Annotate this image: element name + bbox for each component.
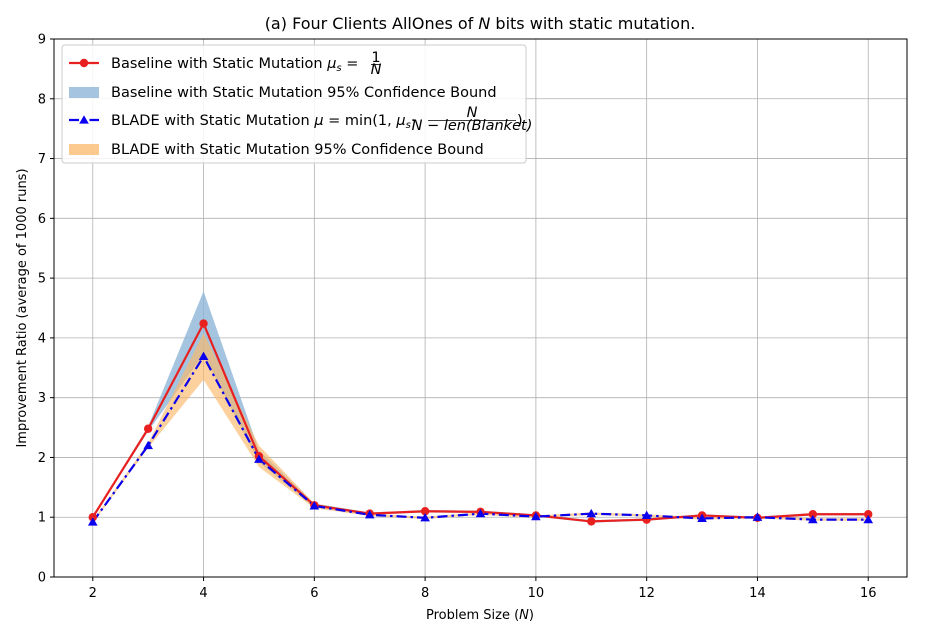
- confidence-bands: [92, 291, 869, 524]
- legend: Baseline with Static Mutation μs = 1NBas…: [61, 44, 533, 164]
- title-suffix: bits with static mutation.: [490, 14, 695, 33]
- x-tick-label: 8: [421, 586, 429, 601]
- y-tick-label: 0: [38, 571, 46, 586]
- confidence-band-2: [92, 333, 869, 524]
- legend-handle-band-2: [69, 144, 99, 155]
- legend-label-series-2: BLADE with Static Mutation μ = min(1, μs…: [111, 113, 415, 131]
- title-prefix: (a) Four Clients AllOnes of: [265, 14, 479, 33]
- title-variable: N: [478, 14, 490, 33]
- data-point-series-1: [199, 319, 208, 328]
- legend-box: [61, 44, 527, 164]
- legend-fraction-blade: NN − len(Blanket): [412, 105, 533, 134]
- y-tick-label: 6: [38, 212, 46, 227]
- x-tick-label: 12: [638, 586, 655, 601]
- x-tick-label: 2: [89, 586, 97, 601]
- legend-marker-series-1: [79, 58, 89, 68]
- x-tick-label: 4: [199, 586, 207, 601]
- plot-border: [53, 38, 908, 578]
- fraction-numerator: N: [467, 105, 478, 121]
- y-tick-label: 7: [38, 152, 46, 167]
- data-point-series-2: [863, 514, 874, 524]
- y-tick-label: 9: [38, 33, 46, 48]
- x-axis-ticks: 2 4 6 8 10 12 14 16: [89, 577, 877, 601]
- y-tick-label: 8: [38, 92, 46, 107]
- data-point-series-2: [586, 508, 597, 518]
- data-point-series-2: [475, 508, 486, 518]
- data-point-series-2: [143, 440, 153, 450]
- data-point-series-2: [641, 510, 652, 520]
- x-axis-label: Problem Size (N): [426, 608, 534, 623]
- y-tick-label: 5: [38, 272, 46, 287]
- data-point-series-2: [531, 511, 541, 521]
- x-tick-label: 14: [749, 586, 766, 601]
- y-tick-label: 2: [38, 451, 46, 466]
- fraction-denominator: N: [371, 62, 382, 78]
- chart-title: (a) Four Clients AllOnes of N bits with …: [265, 14, 696, 33]
- x-axis-label-close: ): [529, 608, 534, 623]
- legend-marker-series-2: [79, 115, 89, 124]
- y-tick-label: 4: [38, 331, 46, 346]
- legend-close-paren: ): [517, 113, 523, 129]
- legend-fraction: 1N: [371, 50, 382, 78]
- data-point-series-2: [420, 513, 430, 522]
- x-tick-label: 6: [310, 586, 318, 601]
- legend-handle-band-1: [69, 87, 99, 98]
- x-tick-label: 16: [860, 586, 877, 601]
- y-tick-label: 1: [38, 511, 46, 526]
- legend-label-band-1: Baseline with Static Mutation 95% Confid…: [111, 85, 497, 101]
- x-axis-label-variable: N: [519, 608, 529, 623]
- series-markers: [87, 319, 874, 526]
- data-point-series-1: [864, 510, 873, 519]
- x-axis-label-text: Problem Size (: [426, 608, 519, 623]
- fraction-numerator: 1: [371, 50, 380, 66]
- legend-label-band-2: BLADE with Static Mutation 95% Confidenc…: [111, 142, 484, 158]
- data-point-series-1: [587, 517, 596, 526]
- y-axis-label: Improvement Ratio (average of 1000 runs): [15, 168, 30, 447]
- x-tick-label: 10: [528, 586, 545, 601]
- data-point-series-2: [752, 512, 763, 521]
- y-tick-label: 3: [38, 391, 46, 406]
- data-point-series-1: [808, 510, 818, 519]
- data-point-series-1: [143, 424, 153, 433]
- legend-label-series-1: Baseline with Static Mutation μs =: [111, 56, 358, 74]
- data-point-series-2: [254, 454, 264, 463]
- data-point-series-2: [808, 514, 818, 524]
- data-point-series-2: [198, 351, 209, 361]
- y-axis-ticks: 0 1 2 3 4 5 6 7 8 9: [38, 33, 54, 586]
- fraction-denominator: N − len(Blanket): [412, 118, 533, 134]
- data-point-series-2: [87, 517, 98, 526]
- data-point-series-2: [697, 513, 707, 523]
- axes-frame: [53, 38, 908, 578]
- data-point-series-2: [309, 501, 320, 510]
- data-point-series-2: [364, 510, 375, 519]
- data-point-series-1: [420, 507, 430, 516]
